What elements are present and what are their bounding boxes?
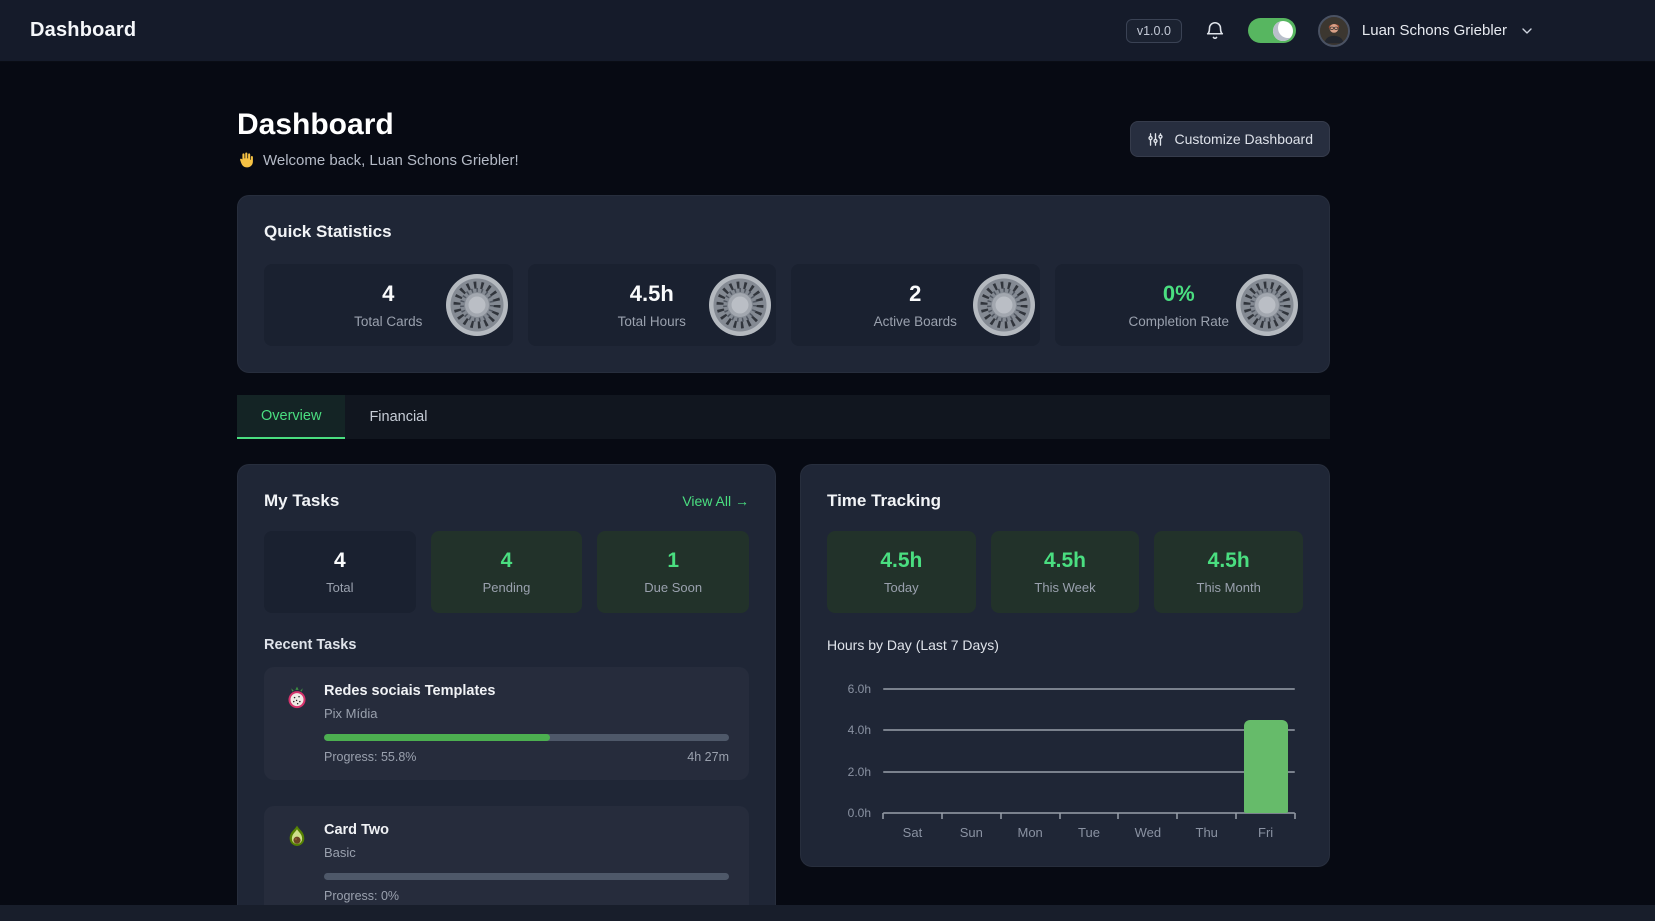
wave-icon	[237, 151, 255, 169]
task-item[interactable]: Card Two Basic Progress: 0%	[264, 806, 749, 919]
x-tick-label-tue: Tue	[1060, 825, 1119, 840]
kiwi-icon	[972, 273, 1036, 337]
time-tracking-card: Time Tracking 4.5h Today 4.5h This Week …	[800, 464, 1330, 867]
stat-tile-total-hours: 4.5h Total Hours	[528, 264, 777, 346]
task-time: 4h 27m	[687, 750, 729, 764]
time-stat-this-week: 4.5h This Week	[991, 531, 1140, 613]
tasks-stat-due-soon: 1 Due Soon	[597, 531, 749, 613]
x-tick-label-thu: Thu	[1177, 825, 1236, 840]
quick-statistics-panel: Quick Statistics 4 Total Cards 4.5h Tota…	[237, 195, 1330, 373]
notifications-bell-icon[interactable]	[1204, 20, 1226, 42]
top-navbar: Dashboard v1.0.0 Luan Sch	[0, 0, 1655, 62]
avocado-icon	[284, 824, 310, 850]
x-tick-label-sat: Sat	[883, 825, 942, 840]
task-progress-label: Progress: 0%	[324, 889, 399, 903]
grid-line-4.0h	[883, 729, 1295, 731]
version-badge: v1.0.0	[1126, 19, 1182, 43]
x-tick-label-wed: Wed	[1118, 825, 1177, 840]
stat-value: 2	[909, 281, 921, 307]
task-progress-bar	[324, 734, 729, 741]
stat-label: Completion Rate	[1128, 314, 1229, 329]
kiwi-icon	[1235, 273, 1299, 337]
y-tick-label: 2.0h	[848, 765, 871, 779]
task-progress-fill	[324, 734, 550, 741]
welcome-message: Welcome back, Luan Schons Griebler!	[237, 151, 519, 169]
task-item[interactable]: Redes sociais Templates Pix Mídia Progre…	[264, 667, 749, 780]
tab-bar: Overview Financial	[237, 395, 1330, 439]
grid-line-2.0h	[883, 771, 1295, 773]
stat-label: Total Cards	[354, 314, 422, 329]
chart-title: Hours by Day (Last 7 Days)	[827, 637, 1303, 653]
axis-tick	[1059, 813, 1061, 819]
task-progress-bar	[324, 873, 729, 880]
task-title: Redes sociais Templates	[324, 683, 729, 699]
customize-dashboard-button[interactable]: Customize Dashboard	[1130, 121, 1330, 157]
stat-tile-total-cards: 4 Total Cards	[264, 264, 513, 346]
chart-bar-fri	[1244, 720, 1288, 813]
chart-x-axis: SatSunMonTueWedThuFri	[883, 825, 1295, 840]
task-subtitle: Basic	[324, 845, 729, 860]
dragonfruit-icon	[284, 685, 310, 711]
task-subtitle: Pix Mídia	[324, 706, 729, 721]
page-header: Dashboard Welcome back, Luan Schons Grie…	[237, 108, 1330, 169]
axis-tick	[882, 813, 884, 819]
stat-value: 4.5h	[630, 281, 674, 307]
my-tasks-card: My Tasks View All → 4 Total 4 Pending 1 …	[237, 464, 776, 921]
kiwi-icon	[445, 273, 509, 337]
bottom-band	[0, 905, 1655, 921]
quick-statistics-grid: 4 Total Cards 4.5h Total Hours	[264, 264, 1303, 346]
stat-value: 4	[382, 281, 394, 307]
theme-toggle-knob	[1273, 21, 1293, 41]
y-tick-label: 6.0h	[848, 682, 871, 696]
app-title: Dashboard	[30, 19, 136, 42]
page-title: Dashboard	[237, 108, 519, 142]
y-tick-label: 0.0h	[848, 806, 871, 820]
stat-value: 0%	[1163, 281, 1195, 307]
time-tracking-title: Time Tracking	[827, 491, 1303, 511]
avatar	[1318, 15, 1350, 47]
task-progress-label: Progress: 55.8%	[324, 750, 416, 764]
x-tick-label-fri: Fri	[1236, 825, 1295, 840]
sliders-icon	[1147, 131, 1164, 148]
stat-label: Total Hours	[618, 314, 686, 329]
grid-line-6.0h	[883, 688, 1295, 690]
theme-toggle[interactable]	[1248, 18, 1296, 43]
time-stat-today: 4.5h Today	[827, 531, 976, 613]
tasks-stat-total: 4 Total	[264, 531, 416, 613]
my-tasks-title: My Tasks	[264, 491, 339, 511]
axis-tick	[941, 813, 943, 819]
task-title: Card Two	[324, 822, 729, 838]
view-all-link[interactable]: View All →	[682, 493, 749, 509]
my-tasks-stats: 4 Total 4 Pending 1 Due Soon	[264, 531, 749, 613]
stat-tile-completion-rate: 0% Completion Rate	[1055, 264, 1304, 346]
chart-y-axis: 0.0h2.0h4.0h6.0h	[827, 689, 871, 813]
tasks-stat-pending: 4 Pending	[431, 531, 583, 613]
grid-line-0.0h	[883, 812, 1295, 814]
y-tick-label: 4.0h	[848, 723, 871, 737]
hours-chart-plot	[883, 689, 1295, 813]
time-stat-this-month: 4.5h This Month	[1154, 531, 1303, 613]
axis-tick	[1176, 813, 1178, 819]
quick-statistics-title: Quick Statistics	[264, 222, 1303, 242]
axis-tick	[1294, 813, 1296, 819]
recent-tasks-title: Recent Tasks	[264, 637, 749, 653]
tab-financial[interactable]: Financial	[345, 395, 451, 439]
axis-tick	[1000, 813, 1002, 819]
kiwi-icon	[708, 273, 772, 337]
stat-label: Active Boards	[874, 314, 957, 329]
user-name: Luan Schons Griebler	[1362, 22, 1507, 39]
chevron-down-icon	[1519, 23, 1535, 39]
axis-tick	[1235, 813, 1237, 819]
x-tick-label-mon: Mon	[1001, 825, 1060, 840]
tab-overview[interactable]: Overview	[237, 395, 345, 439]
x-tick-label-sun: Sun	[942, 825, 1001, 840]
stat-tile-active-boards: 2 Active Boards	[791, 264, 1040, 346]
user-menu[interactable]: Luan Schons Griebler	[1318, 15, 1535, 47]
time-tracking-stats: 4.5h Today 4.5h This Week 4.5h This Mont…	[827, 531, 1303, 613]
axis-tick	[1117, 813, 1119, 819]
hours-by-day-chart: 0.0h2.0h4.0h6.0h	[827, 689, 1303, 813]
navbar-actions: v1.0.0 Luan Schons Griebler	[1126, 15, 1535, 47]
